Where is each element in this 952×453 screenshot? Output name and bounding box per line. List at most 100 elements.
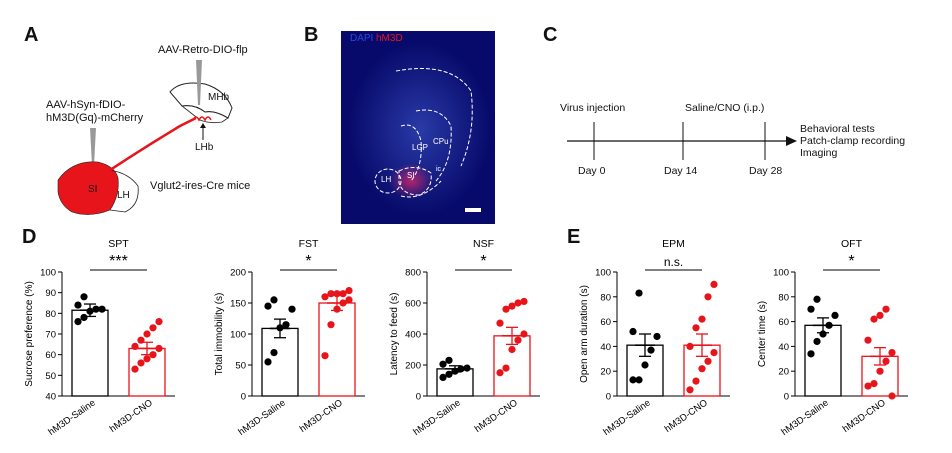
- mouse-line-label: Vglut2-ires-Cre mice: [150, 180, 251, 192]
- chart-3-point-1-1: [692, 377, 700, 385]
- chart-1-point-0-0: [264, 358, 272, 366]
- legend-dapi: DAPI: [350, 33, 374, 44]
- chart-2-point-0-5: [439, 360, 447, 368]
- chart-0-point-1-6: [137, 336, 145, 344]
- chart-3-ytick-label-4: 80: [600, 292, 611, 303]
- chart-0-point-1-9: [155, 318, 163, 326]
- chart-1-xlabel-1: hM3D-CNO: [298, 397, 345, 434]
- chart-3-point-1-2: [698, 365, 706, 373]
- chart-3-significance: n.s.: [664, 255, 683, 269]
- chart-2-point-1-7: [508, 302, 516, 310]
- chart-0-ytick-label-4: 80: [45, 309, 56, 320]
- chart-4-point-1-3: [882, 357, 890, 365]
- chart-4-point-0-1: [813, 337, 821, 346]
- chart-2-point-0-4: [463, 364, 471, 372]
- panel-label-b: B: [304, 24, 319, 46]
- chart-3-point-1-9: [710, 280, 718, 288]
- region-label-lh: LH: [117, 190, 130, 201]
- chart-1-point-0-2: [276, 324, 284, 332]
- virus-label-fdio-1: AAV-hSyn-fDIO-: [46, 99, 126, 111]
- chart-0-title: SPT: [108, 238, 129, 250]
- chart-1-ytick-label-0: 0: [241, 392, 246, 403]
- timeline-outcome-1: Behavioral tests: [800, 123, 875, 135]
- lhb-arrowhead: [200, 123, 206, 128]
- chart-4-point-0-4: [831, 311, 839, 319]
- chart-2-ytick-label-0: 0: [416, 392, 421, 403]
- chart-4-ytick-label-1: 20: [778, 367, 789, 378]
- chart-1-point-1-8: [339, 290, 347, 298]
- chart-1-significance: *: [305, 253, 311, 270]
- chart-4-xlabel-0: hM3D-Saline: [779, 397, 830, 438]
- panel-label-e: E: [567, 226, 581, 248]
- chart-0-ytick-label-2: 60: [45, 350, 56, 361]
- chart-0-point-0-2: [86, 307, 94, 315]
- region-label-si: SI: [88, 184, 98, 195]
- chart-3-ytick-label-1: 20: [600, 367, 611, 378]
- chart-0-ytick-label-1: 50: [45, 371, 56, 382]
- chart-2-point-1-5: [496, 319, 504, 327]
- chart-1-point-0-3: [282, 321, 290, 329]
- chart-2-point-1-2: [508, 345, 516, 354]
- panel-label-a: A: [24, 24, 39, 46]
- chart-2-point-1-4: [520, 330, 528, 338]
- chart-3-point-0-2: [641, 361, 649, 369]
- chart-1-ytick-label-1: 50: [235, 361, 246, 372]
- chart-0-ylabel: Sucrose preference (%): [24, 281, 35, 387]
- chart-0-point-1-3: [149, 351, 157, 359]
- timeline-day-0: Day 0: [578, 165, 606, 177]
- chart-0-xlabel-0: hM3D-Saline: [46, 397, 97, 438]
- chart-2-significance: *: [480, 253, 486, 270]
- scale-bar: [465, 208, 481, 212]
- chart-1-point-0-1: [270, 349, 278, 357]
- lhb-outline: [181, 105, 229, 124]
- chart-3-point-0-5: [629, 327, 637, 336]
- chart-2-point-0-0: [439, 373, 447, 381]
- timeline-arrowhead: [786, 136, 797, 146]
- chart-0-point-1-8: [149, 324, 157, 332]
- brain-section-image: [341, 31, 495, 224]
- chart-2-point-0-1: [445, 370, 453, 378]
- chart-4-point-1-1: [870, 380, 878, 388]
- chart-1-point-1-5: [321, 293, 329, 301]
- chart-4-significance: *: [848, 253, 854, 270]
- chart-2-point-0-6: [445, 356, 453, 364]
- chart-2-point-0-3: [457, 365, 465, 373]
- chart-1-point-0-4: [288, 305, 296, 313]
- chart-4-ytick-label-4: 80: [778, 292, 789, 303]
- chart-4-ytick-label-5: 100: [773, 268, 789, 279]
- chart-0-point-1-7: [143, 330, 151, 338]
- chart-1-ylabel: Total immobility (s): [214, 293, 225, 376]
- chart-1-ytick-label-4: 200: [230, 268, 246, 279]
- chart-0-point-0-4: [98, 305, 106, 313]
- chart-4-point-0-3: [825, 321, 833, 329]
- timeline-day-14: Day 14: [664, 165, 698, 177]
- chart-1-point-1-1: [327, 321, 335, 329]
- chart-2-point-1-1: [502, 364, 510, 372]
- chart-4-point-1-0: [864, 382, 872, 390]
- chart-3-title: EPM: [662, 238, 685, 250]
- chart-4-point-0-6: [813, 295, 821, 303]
- chart-1-title: FST: [299, 238, 319, 250]
- chart-4-point-1-6: [870, 315, 878, 323]
- chart-3-point-0-3: [647, 346, 655, 354]
- region-label-lh-b: LH: [381, 175, 392, 184]
- chart-2-point-1-6: [502, 305, 510, 313]
- chart-3-ytick-label-0: 0: [606, 392, 611, 403]
- brain-section-overlay: [348, 42, 491, 216]
- chart-0-point-1-4: [155, 344, 163, 353]
- chart-2-ytick-label-2: 400: [405, 330, 421, 341]
- chart-4-point-1-9: [888, 392, 896, 400]
- region-label-mhb: MHb: [208, 92, 230, 103]
- chart-4-point-1-5: [864, 336, 872, 344]
- chart-2-xlabel-1: hM3D-CNO: [473, 397, 520, 434]
- chart-1-point-1-6: [327, 290, 335, 298]
- chart-1-point-0-5: [264, 302, 272, 310]
- region-label-ic-b: ic: [436, 166, 442, 173]
- chart-1-xlabel-0: hM3D-Saline: [236, 397, 287, 438]
- chart-3-point-1-6: [692, 324, 700, 332]
- chart-4-point-0-5: [807, 305, 815, 313]
- chart-1-ytick-label-2: 100: [230, 330, 246, 341]
- chart-0-point-0-6: [80, 293, 88, 301]
- chart-2-xlabel-0: hM3D-Saline: [411, 397, 462, 438]
